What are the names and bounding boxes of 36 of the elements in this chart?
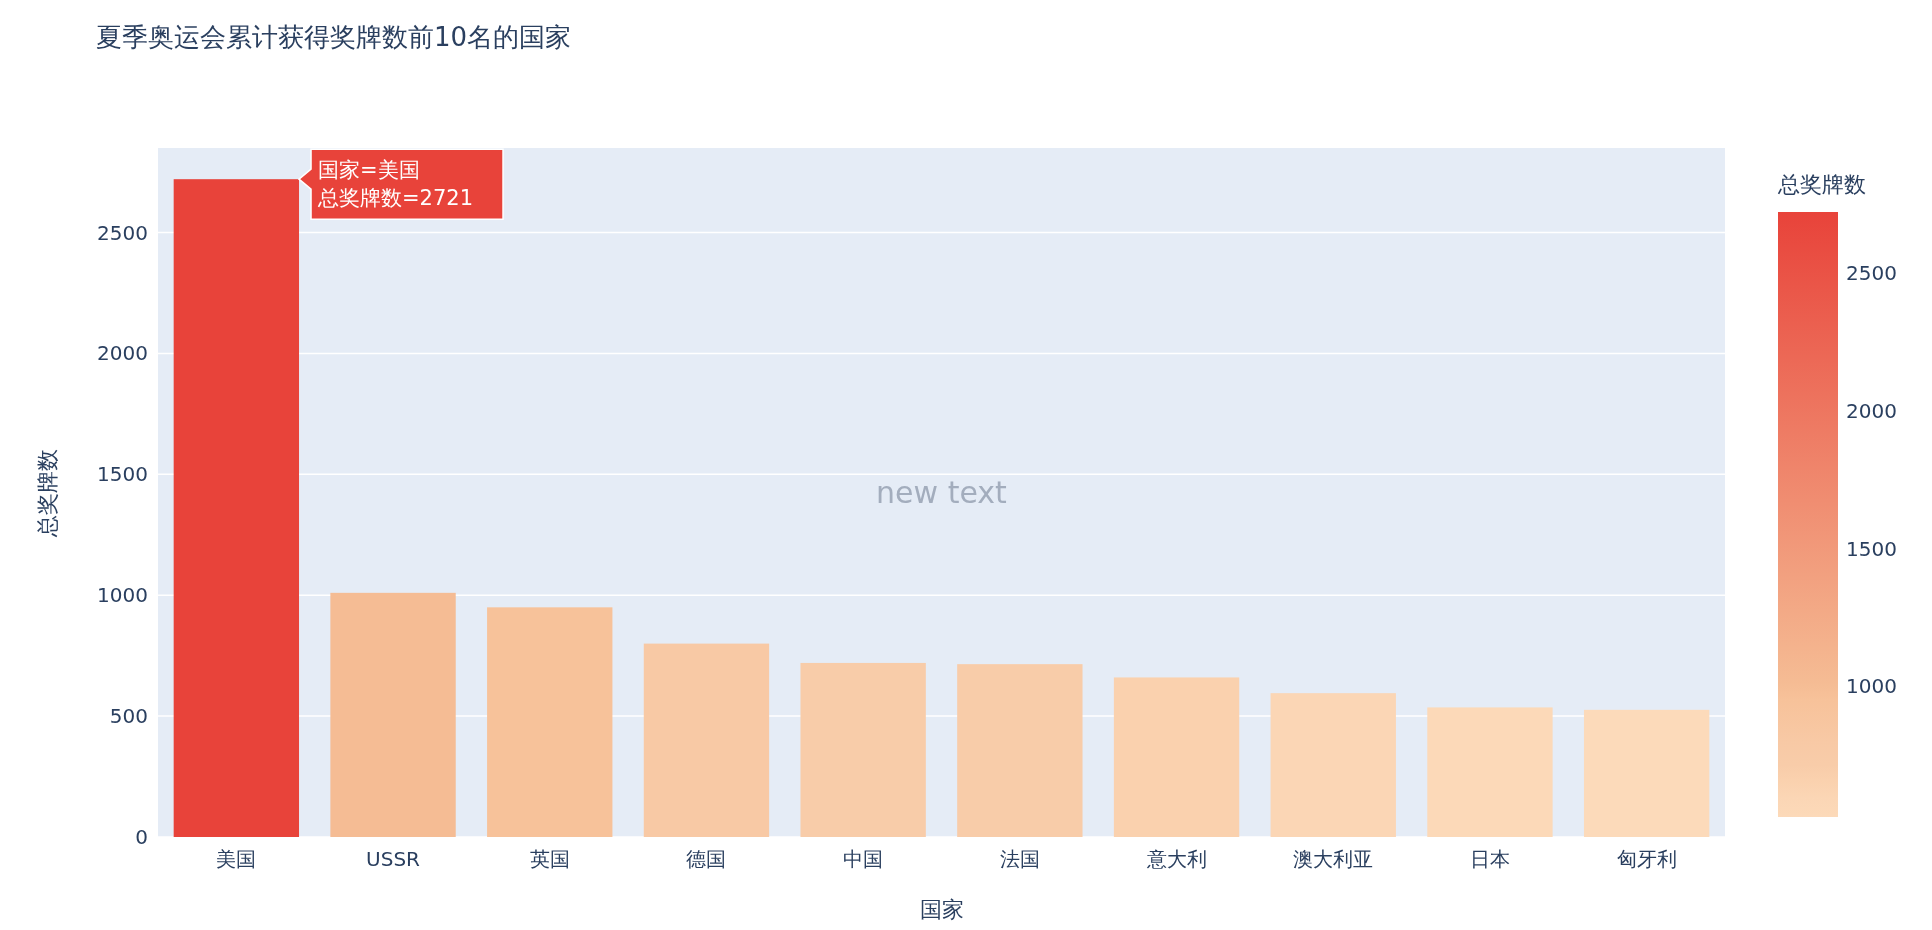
color-bar-label: 1000 [1846,674,1897,699]
y-tick-label: 0 [135,825,148,849]
x-tick-label: 匈牙利 [1616,847,1677,871]
bar [1427,707,1553,837]
color-bar-label: 1500 [1846,536,1897,561]
annotation: 总奖牌数=2721 [317,186,474,211]
x-tick-label: 德国 [686,847,727,871]
bar [487,607,613,837]
y-tick-label: 1500 [97,462,148,487]
annotation: 国家=美国 [318,158,420,183]
bar [1583,709,1710,837]
y-tick-label: 1000 [97,583,148,608]
y-axis-title: 总奖牌数 [35,448,60,538]
color-bar-label: 2500 [1846,260,1897,285]
bar [643,643,770,837]
x-tick-label: 英国 [529,847,570,871]
bar [1270,693,1396,837]
bar [1113,677,1240,837]
x-tick-label: USSR [366,847,421,871]
x-tick-label: 澳大利亚 [1293,847,1374,871]
y-tick-label: 2000 [97,341,148,366]
x-axis-title: 国家 [919,897,964,922]
x-tick-label: 美国 [216,847,257,871]
x-tick-label: 法国 [999,847,1040,871]
bar [330,592,456,837]
bar [800,662,926,837]
x-tick-label: 日本 [1469,847,1510,871]
chart-title: 夏季奥运会累计获得奖牌数前10名的国家 [96,22,572,52]
y-tick-label: 500 [109,704,148,729]
bar [957,664,1083,837]
annotation: new text [876,474,1008,510]
x-tick-label: 意大利 [1145,847,1207,871]
y-tick-label: 2500 [97,220,148,245]
color-bar-title: 总奖牌数 [1777,172,1866,197]
color-bar-label: 2000 [1846,398,1897,423]
x-tick-label: 中国 [843,847,884,871]
